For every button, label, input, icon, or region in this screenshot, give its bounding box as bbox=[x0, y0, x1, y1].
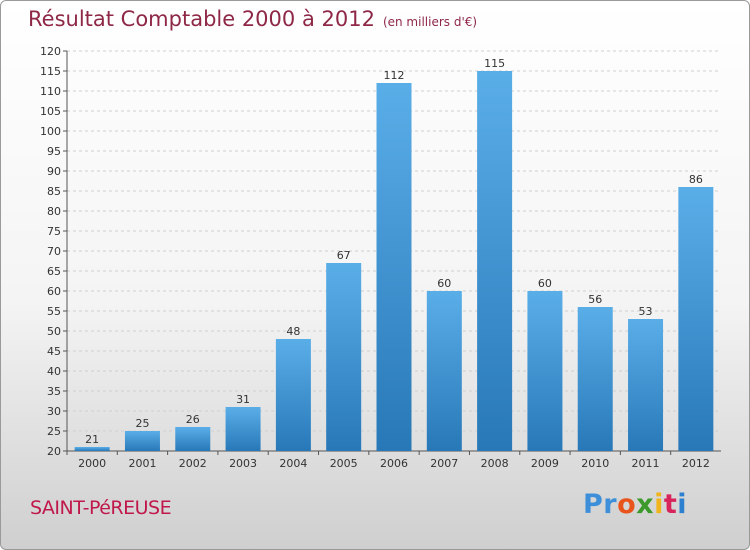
data-label: 60 bbox=[437, 277, 451, 290]
y-tick-label: 75 bbox=[47, 225, 61, 238]
y-tick-label: 80 bbox=[47, 205, 61, 218]
chart-title: Résultat Comptable 2000 à 2012 (en millie… bbox=[28, 7, 477, 31]
x-tick-label: 2012 bbox=[682, 457, 710, 470]
bar-2011 bbox=[628, 319, 664, 451]
x-tick-label: 2004 bbox=[279, 457, 307, 470]
x-tick-label: 2003 bbox=[229, 457, 257, 470]
y-tick-label: 95 bbox=[47, 145, 61, 158]
x-tick-label: 2005 bbox=[330, 457, 358, 470]
bar-2005 bbox=[326, 263, 362, 451]
x-tick-label: 2009 bbox=[531, 457, 559, 470]
bars bbox=[74, 71, 714, 451]
y-tick-label: 20 bbox=[47, 445, 61, 458]
x-tick-label: 2000 bbox=[78, 457, 106, 470]
chart-subtitle: (en milliers d'€) bbox=[382, 15, 478, 29]
y-tick-label: 90 bbox=[47, 165, 61, 178]
x-tick-label: 2006 bbox=[380, 457, 408, 470]
y-tick-label: 100 bbox=[40, 125, 61, 138]
bar-2004 bbox=[275, 339, 311, 451]
y-tick-label: 85 bbox=[47, 185, 61, 198]
bar-2001 bbox=[124, 431, 160, 451]
data-label: 115 bbox=[484, 57, 505, 70]
y-tick-label: 105 bbox=[40, 105, 61, 118]
bar-2003 bbox=[225, 407, 261, 451]
bar-2007 bbox=[426, 291, 462, 451]
bar-2012 bbox=[678, 187, 714, 451]
x-tick-label: 2010 bbox=[581, 457, 609, 470]
bar-2009 bbox=[527, 291, 563, 451]
proxiti-logo: Proxiti bbox=[583, 489, 688, 520]
data-label: 31 bbox=[236, 393, 250, 406]
bar-2000 bbox=[74, 447, 110, 451]
x-tick-label: 2011 bbox=[632, 457, 660, 470]
data-label: 26 bbox=[186, 413, 200, 426]
data-label: 21 bbox=[85, 433, 99, 446]
y-tick-label: 115 bbox=[40, 65, 61, 78]
data-label: 48 bbox=[286, 325, 300, 338]
y-tick-label: 60 bbox=[47, 285, 61, 298]
bar-2008 bbox=[477, 71, 513, 451]
data-labels: 21 25 26 31 48 67 112 60 115 60 56 53 86 bbox=[85, 57, 703, 446]
x-tick-labels: 2000 2001 2002 2003 2004 2005 2006 2007 2008 2009… bbox=[78, 457, 710, 470]
y-tick-label: 110 bbox=[40, 85, 61, 98]
data-label: 86 bbox=[689, 173, 703, 186]
x-tick-label: 2008 bbox=[481, 457, 509, 470]
data-label: 25 bbox=[135, 417, 149, 430]
data-label: 53 bbox=[639, 305, 653, 318]
bar-2010 bbox=[577, 307, 613, 451]
data-label: 56 bbox=[588, 293, 602, 306]
y-tick-labels: 20 25 30 35 40 45 50 55 60 65 70 75 80 85 90 95 100 105 11… bbox=[40, 45, 61, 458]
data-label: 112 bbox=[384, 69, 405, 82]
data-label: 60 bbox=[538, 277, 552, 290]
chart-title-text: Résultat Comptable 2000 à 2012 bbox=[28, 7, 375, 31]
y-tick-label: 35 bbox=[47, 385, 61, 398]
bar-2006 bbox=[376, 83, 412, 451]
y-tick-label: 120 bbox=[40, 45, 61, 58]
y-tick-label: 70 bbox=[47, 245, 61, 258]
place-name: SAINT-PéREUSE bbox=[30, 497, 172, 519]
y-tick-label: 25 bbox=[47, 425, 61, 438]
y-tick-label: 30 bbox=[47, 405, 61, 418]
y-tick-label: 50 bbox=[47, 325, 61, 338]
y-tick-label: 55 bbox=[47, 305, 61, 318]
y-tick-label: 65 bbox=[47, 265, 61, 278]
data-label: 67 bbox=[337, 249, 351, 262]
y-tick-label: 40 bbox=[47, 365, 61, 378]
x-tick-label: 2001 bbox=[128, 457, 156, 470]
x-tick-label: 2002 bbox=[179, 457, 207, 470]
bar-2002 bbox=[175, 427, 211, 451]
x-tick-label: 2007 bbox=[430, 457, 458, 470]
y-tick-label: 45 bbox=[47, 345, 61, 358]
